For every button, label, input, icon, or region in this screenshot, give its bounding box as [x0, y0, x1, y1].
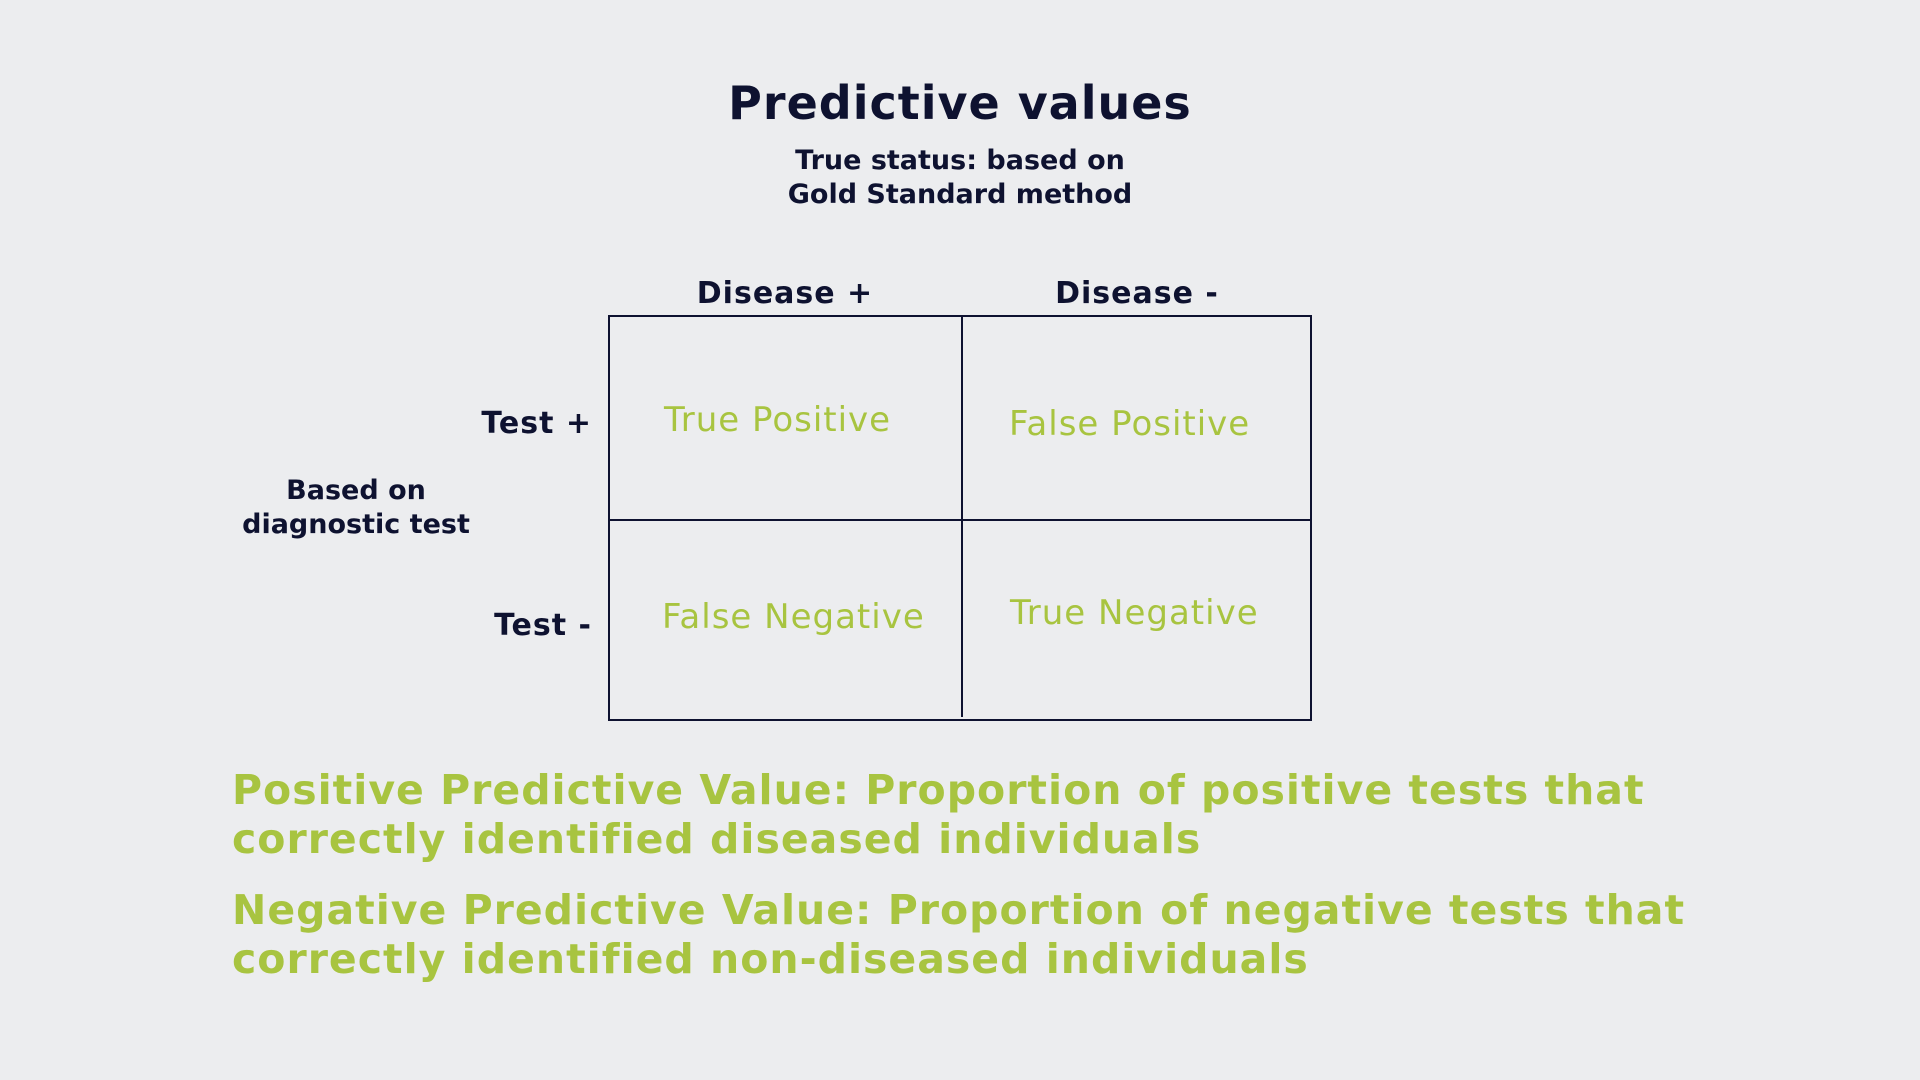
- cell-true-positive: True Positive: [664, 400, 892, 440]
- column-header-disease-positive: Disease +: [696, 276, 874, 311]
- column-axis-label-line1: True status: based on: [795, 145, 1125, 176]
- cell-true-negative: True Negative: [1010, 593, 1259, 633]
- row-axis-label-line2: diagnostic test: [242, 509, 470, 540]
- row-axis-label: Based on diagnostic test: [236, 474, 476, 542]
- row-header-test-positive: Test +: [481, 406, 592, 441]
- column-axis-label-line2: Gold Standard method: [787, 179, 1133, 210]
- confusion-matrix-box: [608, 315, 1312, 721]
- npv-definition: Negative Predictive Value: Proportion of…: [232, 886, 1686, 983]
- matrix-vertical-divider: [961, 316, 963, 717]
- cell-false-positive: False Positive: [1009, 404, 1251, 444]
- diagram-title: Predictive values: [728, 76, 1192, 130]
- row-axis-label-line1: Based on: [286, 475, 426, 506]
- cell-false-negative: False Negative: [662, 597, 925, 637]
- ppv-definition: Positive Predictive Value: Proportion of…: [232, 766, 1645, 863]
- column-header-disease-negative: Disease -: [1055, 276, 1219, 311]
- row-header-test-negative: Test -: [494, 608, 592, 643]
- column-axis-label: True status: based on Gold Standard meth…: [0, 144, 1920, 212]
- matrix-horizontal-divider: [609, 519, 1311, 521]
